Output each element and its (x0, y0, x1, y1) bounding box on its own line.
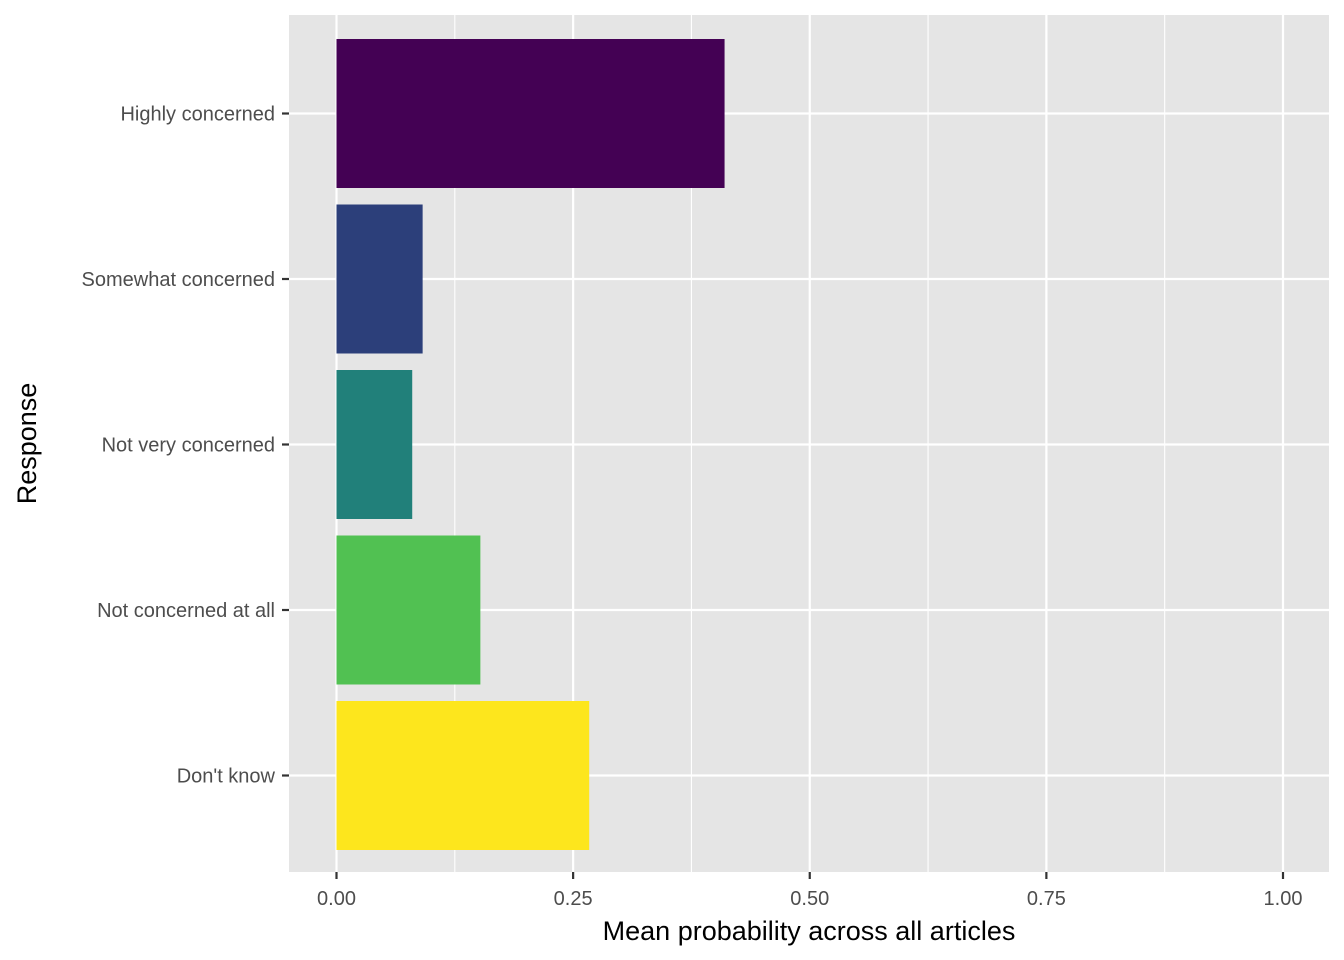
bar (336, 535, 481, 685)
bar (336, 701, 590, 850)
x-axis-title: Mean probability across all articles (603, 916, 1016, 946)
y-tick-label: Don't know (177, 766, 276, 788)
y-axis-title: Response (12, 383, 42, 505)
grid-lines (289, 15, 1329, 872)
x-tick-label: 0.75 (1027, 888, 1066, 910)
x-tick-label: 0.00 (317, 888, 356, 910)
x-tick-label: 0.50 (790, 888, 829, 910)
x-tick-label: 1.00 (1264, 888, 1303, 910)
bars (336, 39, 725, 850)
y-tick-label: Not very concerned (102, 435, 275, 457)
y-tick-label: Not concerned at all (97, 600, 275, 622)
bar (336, 204, 423, 354)
bar (336, 370, 413, 519)
y-tick-label: Somewhat concerned (82, 269, 275, 291)
x-tick-label: 0.25 (554, 888, 593, 910)
bar (336, 39, 725, 188)
axes: Highly concerned Somewhat concerned Not ve… (82, 104, 1303, 911)
y-tick-label: Highly concerned (120, 104, 275, 126)
